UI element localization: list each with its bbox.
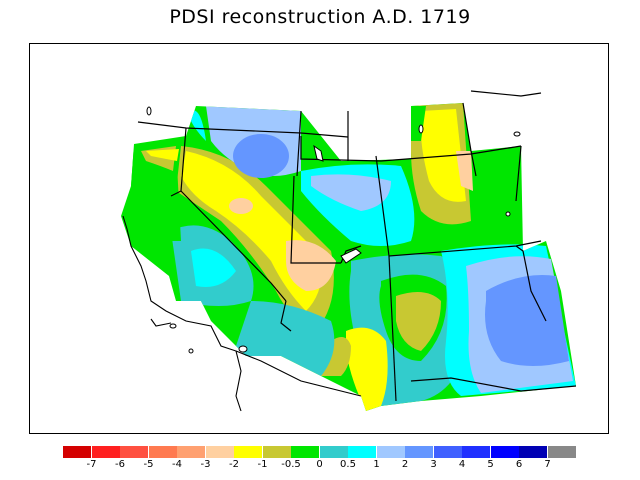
legend-tick-label: -3 bbox=[200, 459, 211, 470]
legend-tick-label: -7 bbox=[86, 459, 97, 470]
legend-tick-label: -4 bbox=[172, 459, 182, 470]
legend-swatch bbox=[205, 446, 234, 458]
legend-swatch bbox=[262, 446, 291, 458]
pdsi-map bbox=[121, 90, 577, 412]
legend-tick-label: -1 bbox=[257, 459, 268, 470]
coastline bbox=[122, 215, 362, 412]
legend-tick-label: -0.5 bbox=[281, 459, 301, 470]
legend-tick-label: 0.5 bbox=[340, 459, 356, 470]
legend-tick-label: 2 bbox=[401, 459, 409, 470]
legend-tick-label: 4 bbox=[458, 459, 466, 470]
legend-swatch bbox=[519, 446, 547, 458]
legend-tick-label: -2 bbox=[229, 459, 239, 470]
legend-swatch bbox=[376, 446, 405, 458]
legend-tick-label: 6 bbox=[515, 459, 523, 470]
map-frame bbox=[29, 43, 609, 434]
lakes bbox=[146, 106, 521, 354]
legend-swatch bbox=[348, 446, 376, 458]
legend-swatch bbox=[433, 446, 462, 458]
legend-swatch bbox=[148, 446, 177, 458]
legend-swatch bbox=[319, 446, 348, 458]
legend-swatch bbox=[234, 446, 262, 458]
map-title: PDSI reconstruction A.D. 1719 bbox=[169, 6, 471, 28]
legend-tick-label: -5 bbox=[143, 459, 154, 470]
legend-tick-label: 3 bbox=[430, 459, 437, 470]
legend-tick-label: 1 bbox=[373, 459, 380, 470]
legend-swatch bbox=[490, 446, 519, 458]
legend-tick-label: -6 bbox=[115, 459, 125, 470]
legend-swatch bbox=[120, 446, 148, 458]
legend-swatch bbox=[462, 446, 490, 458]
legend-swatch bbox=[177, 446, 205, 458]
legend-swatch bbox=[91, 446, 120, 458]
legend-swatch bbox=[63, 446, 91, 458]
legend-swatch bbox=[291, 446, 319, 458]
legend-tick-label: 7 bbox=[544, 459, 551, 470]
legend-swatch bbox=[405, 446, 433, 458]
legend-swatch bbox=[547, 446, 576, 458]
legend-tick-label: 0 bbox=[316, 459, 323, 470]
legend-tick-label: 5 bbox=[487, 459, 494, 470]
state-boundaries bbox=[137, 90, 577, 402]
